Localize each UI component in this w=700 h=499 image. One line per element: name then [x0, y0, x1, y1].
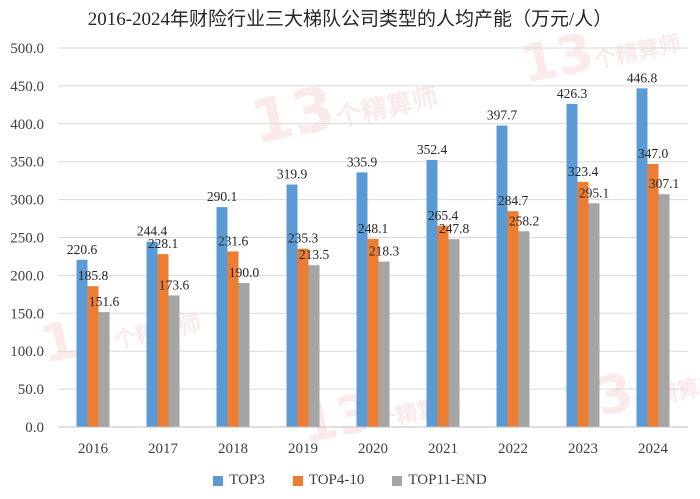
data-label: 397.7	[487, 108, 518, 123]
bar-top11-end	[658, 194, 670, 427]
x-tick-label: 2017	[148, 441, 179, 457]
bar-top3	[356, 172, 368, 427]
data-label: 295.1	[579, 185, 609, 200]
data-label: 258.2	[509, 213, 539, 228]
x-tick-label: 2020	[358, 441, 388, 457]
data-label: 231.6	[218, 233, 249, 248]
bar-top4-10	[297, 248, 309, 427]
x-tick-label: 2019	[288, 441, 318, 457]
data-label: 426.3	[557, 86, 588, 101]
bar-top3	[286, 184, 298, 427]
legend-item: TOP4-10	[292, 472, 365, 489]
legend-swatch	[292, 475, 303, 486]
bar-top3	[636, 88, 648, 428]
y-tick-label: 400.0	[10, 117, 44, 133]
bar-top4-10	[157, 254, 169, 427]
y-tick-label: 450.0	[10, 79, 44, 95]
y-tick-label: 350.0	[10, 155, 44, 171]
y-tick-label: 100.0	[10, 344, 44, 360]
bar-top11-end	[588, 203, 600, 427]
bars	[76, 88, 670, 428]
axes: 0.0 50.0 100.0 150.0 200.0 250.0 300.0 350.0 400…	[10, 41, 688, 457]
data-label: 290.1	[207, 189, 237, 204]
data-label: 265.4	[428, 208, 459, 223]
bar-top11-end	[98, 312, 110, 427]
data-label: 352.4	[417, 142, 448, 157]
data-label: 347.0	[638, 146, 669, 161]
legend: TOP3 TOP4-10 TOP11-END	[0, 472, 700, 489]
data-label: 307.1	[649, 176, 679, 191]
data-label: 228.1	[148, 236, 178, 251]
x-tick-label: 2023	[568, 441, 598, 457]
data-label: 323.4	[568, 164, 599, 179]
data-label: 319.9	[277, 167, 308, 182]
data-label: 244.4	[137, 224, 168, 239]
legend-label: TOP11-END	[408, 472, 487, 488]
bar-top4-10	[367, 238, 379, 427]
data-label: 446.8	[627, 70, 658, 85]
data-label: 220.6	[67, 242, 98, 257]
data-label: 213.5	[299, 247, 330, 262]
data-label: 173.6	[159, 277, 190, 292]
bar-top4-10	[87, 286, 99, 427]
data-label: 235.3	[288, 231, 319, 246]
data-label: 190.0	[229, 265, 260, 280]
legend-label: TOP3	[229, 472, 265, 488]
bar-top3	[566, 103, 578, 428]
data-label: 218.3	[369, 244, 400, 259]
bar-top4-10	[647, 163, 659, 427]
bar-top11-end	[308, 265, 320, 427]
y-tick-label: 250.0	[10, 231, 44, 247]
bar-top11-end	[448, 239, 460, 427]
x-tick-label: 2022	[498, 441, 528, 457]
bar-top3	[146, 241, 158, 427]
bar-top11-end	[168, 295, 180, 427]
y-tick-label: 300.0	[10, 193, 44, 209]
x-tick-label: 2024	[638, 441, 669, 457]
bar-top4-10	[437, 225, 449, 427]
bar-top3	[496, 125, 508, 428]
x-tick-label: 2016	[78, 441, 109, 457]
data-label: 248.1	[358, 221, 388, 236]
legend-swatch	[213, 475, 224, 486]
data-label: 335.9	[347, 154, 378, 169]
bar-top3	[76, 259, 88, 427]
y-tick-label: 0.0	[25, 420, 44, 436]
data-label: 247.8	[439, 221, 470, 236]
x-tick-label: 2021	[428, 441, 458, 457]
bar-top3	[426, 159, 438, 427]
chart-title: 2016-2024年财险行业三大梯队公司类型的人均产能（万元/人）	[87, 9, 613, 30]
y-tick-label: 500.0	[10, 41, 44, 57]
bar-top11-end	[378, 261, 390, 427]
bar-top4-10	[507, 211, 519, 427]
bar-top4-10	[577, 181, 589, 427]
data-label: 185.8	[78, 268, 109, 283]
bar-top11-end	[518, 231, 530, 427]
y-tick-label: 150.0	[10, 306, 44, 322]
bar-top11-end	[238, 282, 250, 427]
data-label: 284.7	[498, 193, 529, 208]
y-tick-label: 50.0	[18, 382, 44, 398]
data-label: 151.6	[89, 294, 120, 309]
legend-item: TOP11-END	[392, 472, 487, 489]
legend-label: TOP4-10	[308, 472, 365, 488]
x-tick-label: 2018	[218, 441, 248, 457]
legend-item: TOP3	[213, 472, 265, 489]
legend-swatch	[392, 475, 403, 486]
bar-top4-10	[227, 251, 239, 427]
y-tick-label: 200.0	[10, 268, 44, 284]
bar-top3	[216, 207, 228, 427]
